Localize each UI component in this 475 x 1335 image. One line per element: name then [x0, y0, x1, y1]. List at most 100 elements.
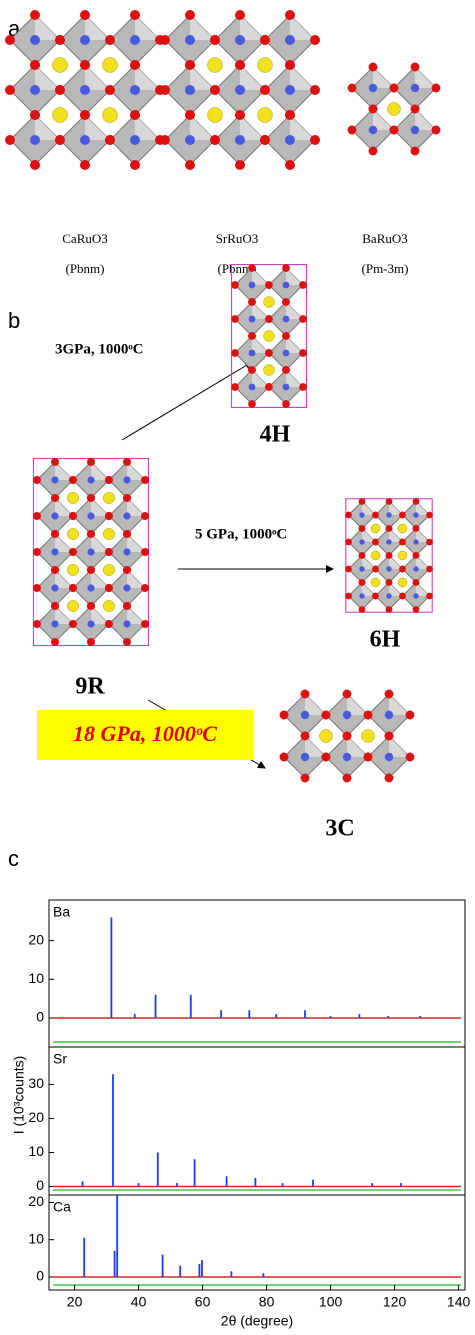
o-atom	[55, 85, 65, 95]
o-atom	[30, 160, 40, 170]
o-atom	[285, 110, 295, 120]
ru-atom	[386, 512, 391, 517]
a-site-atom	[67, 528, 78, 539]
y-tick-label: 10	[28, 970, 44, 986]
o-atom	[359, 498, 366, 505]
ru-atom	[411, 84, 419, 92]
ru-atom	[249, 316, 256, 323]
ru-atom	[411, 126, 419, 134]
ru-atom	[249, 350, 256, 357]
o-atom	[69, 584, 77, 592]
o-atom	[123, 458, 131, 466]
a-site-atom	[67, 492, 78, 503]
o-atom	[5, 135, 15, 145]
o-atom	[364, 711, 373, 720]
o-atom	[299, 281, 307, 289]
o-atom	[210, 35, 220, 45]
y-tick-label: 20	[28, 1109, 44, 1125]
ru-atom	[386, 593, 391, 598]
o-atom	[301, 774, 310, 783]
ru-atom	[301, 711, 309, 719]
o-atom	[343, 774, 352, 783]
ru-atom	[87, 620, 94, 627]
o-atom	[372, 593, 379, 600]
structure-name: SrRuO3	[216, 231, 259, 246]
phase-label: 6H	[370, 627, 401, 653]
o-atom	[372, 566, 379, 573]
o-atom	[322, 753, 331, 762]
o-atom	[285, 60, 295, 70]
ru-atom	[285, 35, 295, 45]
o-atom	[411, 105, 420, 114]
o-atom	[359, 606, 366, 613]
ru-atom	[343, 711, 351, 719]
o-atom	[141, 476, 149, 484]
ru-atom	[235, 135, 245, 145]
o-atom	[260, 85, 270, 95]
octahedron-face	[240, 15, 265, 40]
space-group: (Pbnm)	[66, 261, 105, 276]
ru-atom	[51, 512, 58, 519]
figure: a b c CaRuO3 (Pbnm) SrRuO3 (Pbnm) BaRuO3…	[0, 0, 475, 1335]
octahedron-face	[135, 115, 160, 140]
a-site-atom	[320, 730, 333, 743]
ru-atom	[30, 35, 40, 45]
a-site-atom	[67, 564, 78, 575]
o-atom	[235, 60, 245, 70]
o-atom	[5, 85, 15, 95]
o-atom	[413, 498, 420, 505]
y-tick-label: 20	[28, 931, 44, 947]
o-atom	[185, 160, 195, 170]
o-atom	[359, 579, 366, 586]
o-atom	[51, 530, 59, 538]
structure-name: CaRuO3	[62, 231, 108, 246]
x-axis-label: 2θ (degree)	[221, 1313, 293, 1329]
o-atom	[141, 584, 149, 592]
o-atom	[369, 147, 378, 156]
a-site-atom	[103, 600, 114, 611]
y-tick-label: 0	[36, 1009, 44, 1025]
o-atom	[299, 315, 307, 323]
ru-atom	[359, 593, 364, 598]
a-site-atom	[53, 108, 68, 123]
o-atom	[411, 63, 420, 72]
y-tick-label: 10	[28, 1143, 44, 1159]
y-tick-label: 0	[36, 1177, 44, 1193]
o-atom	[248, 332, 256, 340]
panel-label: c	[8, 846, 19, 871]
y-tick-label: 10	[28, 1230, 44, 1246]
o-atom	[33, 620, 41, 628]
o-atom	[248, 264, 256, 272]
o-atom	[185, 10, 195, 20]
o-atom	[141, 620, 149, 628]
o-atom	[160, 85, 170, 95]
a-site-atom	[67, 600, 78, 611]
ru-atom	[51, 476, 58, 483]
o-atom	[55, 135, 65, 145]
ru-atom	[359, 512, 364, 517]
o-atom	[399, 566, 406, 573]
o-atom	[386, 552, 393, 559]
ru-atom	[123, 512, 130, 519]
a-site-atom	[371, 578, 380, 587]
o-atom	[160, 35, 170, 45]
crystal-structure	[345, 498, 433, 613]
a-site-atom	[103, 492, 114, 503]
ru-atom	[235, 35, 245, 45]
ru-atom	[185, 35, 195, 45]
o-atom	[413, 579, 420, 586]
ru-atom	[87, 548, 94, 555]
o-atom	[231, 315, 239, 323]
o-atom	[411, 147, 420, 156]
o-atom	[299, 383, 307, 391]
a-site-atom	[398, 551, 407, 560]
o-atom	[372, 539, 379, 546]
o-atom	[432, 84, 441, 93]
crystal-structure	[160, 10, 320, 170]
o-atom	[33, 584, 41, 592]
ru-atom	[80, 35, 90, 45]
o-atom	[210, 135, 220, 145]
phase-label: Ba	[53, 904, 70, 920]
o-atom	[80, 60, 90, 70]
o-atom	[141, 512, 149, 520]
